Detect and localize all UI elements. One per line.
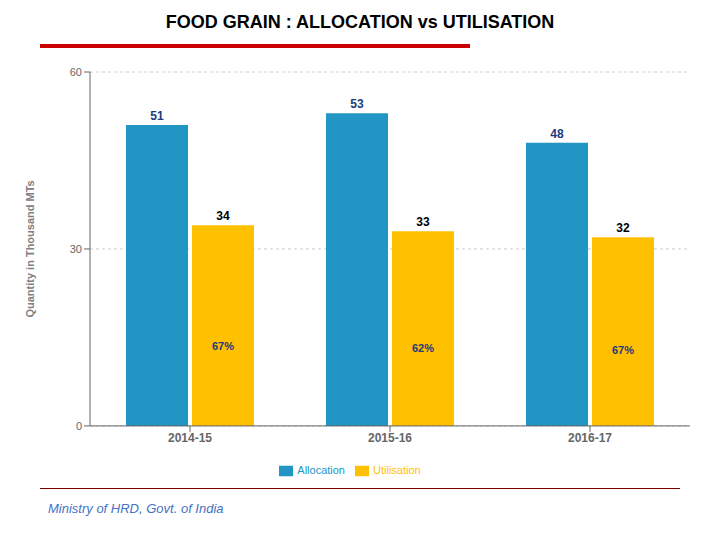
svg-text:60: 60	[70, 66, 82, 78]
svg-text:53: 53	[350, 97, 364, 111]
svg-text:2016-17: 2016-17	[568, 431, 612, 445]
svg-text:67%: 67%	[612, 344, 634, 356]
svg-text:32: 32	[616, 221, 630, 235]
svg-text:2015-16: 2015-16	[368, 431, 412, 445]
html-text:FOOD GRAIN : ALLOCATION vs UTI: FOOD GRAIN : ALLOCATION vs UTILISATION	[165, 11, 555, 32]
svg-text:30: 30	[70, 243, 82, 255]
html-text:Allocation: Allocation	[297, 463, 345, 476]
svg-text:48: 48	[550, 127, 564, 141]
svg-text:2014-15: 2014-15	[168, 431, 212, 445]
svg-text:51: 51	[150, 109, 164, 123]
svg-text:34: 34	[216, 209, 230, 223]
svg-text:67%: 67%	[212, 340, 234, 352]
html-text:Ministry of HRD, Govt. of Indi: Ministry of HRD, Govt. of India	[48, 501, 224, 516]
svg-text:Quantity in Thousand MTs: Quantity in Thousand MTs	[24, 180, 36, 317]
html-text:Utilisation: Utilisation	[373, 463, 421, 476]
svg-text:33: 33	[416, 215, 430, 229]
svg-text:62%: 62%	[412, 342, 434, 354]
svg-text:0: 0	[76, 420, 82, 432]
